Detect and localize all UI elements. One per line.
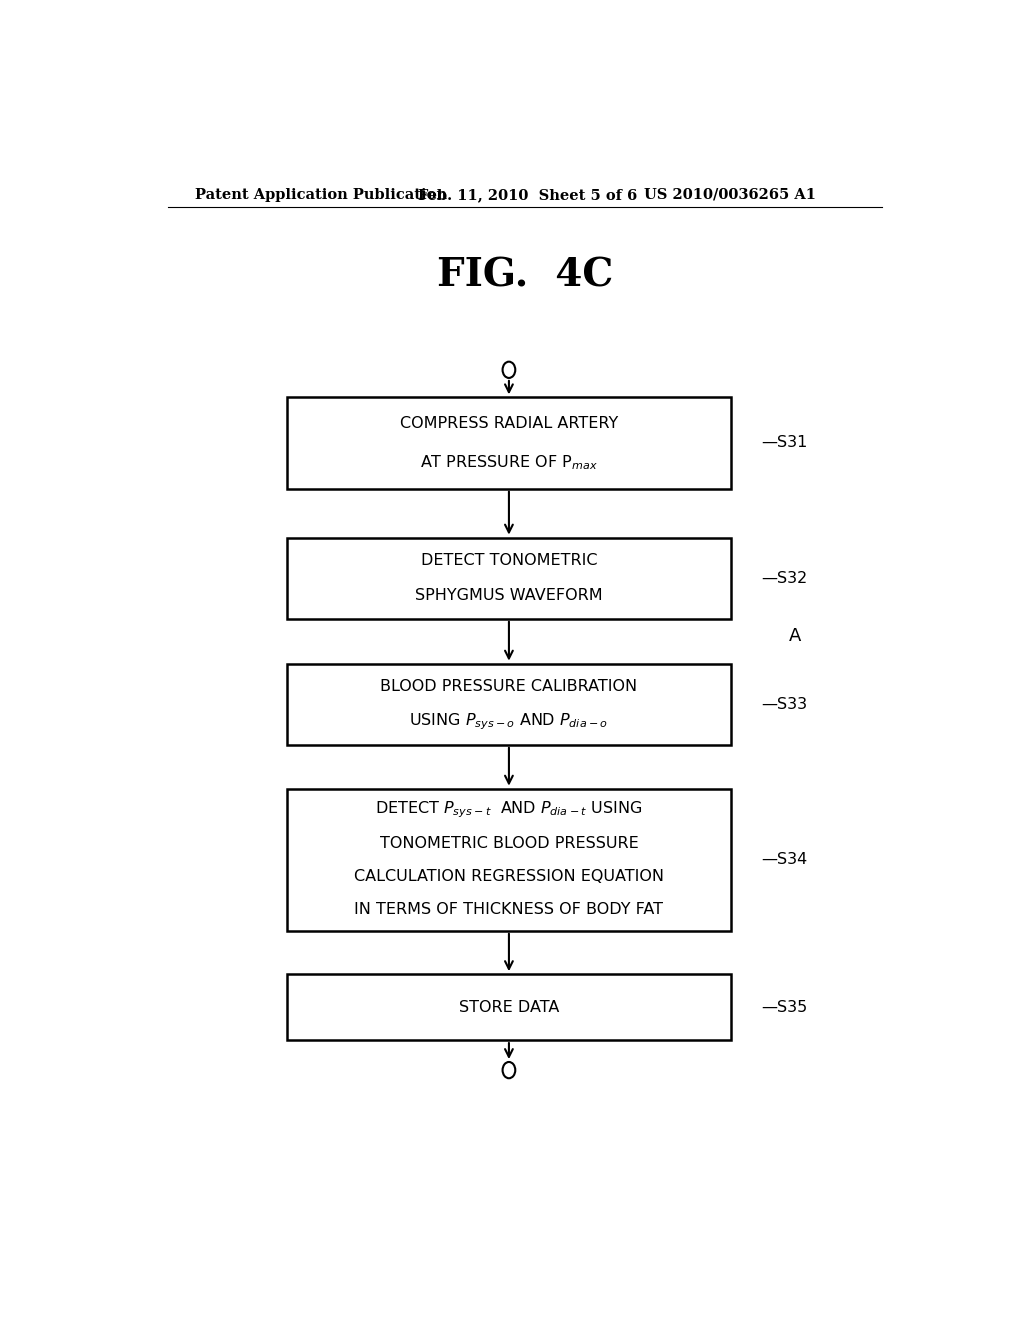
Text: USING $P_{sys-o}$ AND $P_{dia-o}$: USING $P_{sys-o}$ AND $P_{dia-o}$ bbox=[410, 711, 608, 733]
Text: DETECT $P_{sys-t}$  AND $P_{dia-t}$ USING: DETECT $P_{sys-t}$ AND $P_{dia-t}$ USING bbox=[376, 800, 642, 820]
Text: A: A bbox=[788, 627, 801, 645]
Bar bbox=[287, 537, 731, 619]
Text: STORE DATA: STORE DATA bbox=[459, 999, 559, 1015]
Text: —S32: —S32 bbox=[761, 570, 808, 586]
Text: COMPRESS RADIAL ARTERY: COMPRESS RADIAL ARTERY bbox=[399, 416, 618, 430]
Bar bbox=[287, 664, 731, 744]
Text: BLOOD PRESSURE CALIBRATION: BLOOD PRESSURE CALIBRATION bbox=[380, 678, 638, 694]
Text: —S34: —S34 bbox=[761, 853, 808, 867]
Text: FIG.  4C: FIG. 4C bbox=[436, 256, 613, 294]
Text: —S35: —S35 bbox=[761, 999, 808, 1015]
Bar bbox=[287, 397, 731, 488]
Text: CALCULATION REGRESSION EQUATION: CALCULATION REGRESSION EQUATION bbox=[354, 869, 664, 884]
Text: TONOMETRIC BLOOD PRESSURE: TONOMETRIC BLOOD PRESSURE bbox=[380, 836, 638, 850]
Text: SPHYGMUS WAVEFORM: SPHYGMUS WAVEFORM bbox=[415, 589, 603, 603]
Bar bbox=[287, 788, 731, 931]
Text: DETECT TONOMETRIC: DETECT TONOMETRIC bbox=[421, 553, 597, 568]
Text: Feb. 11, 2010  Sheet 5 of 6: Feb. 11, 2010 Sheet 5 of 6 bbox=[418, 187, 637, 202]
Text: —S33: —S33 bbox=[761, 697, 807, 711]
Text: —S31: —S31 bbox=[761, 436, 808, 450]
Text: AT PRESSURE OF P$_{max}$: AT PRESSURE OF P$_{max}$ bbox=[420, 454, 598, 473]
Text: IN TERMS OF THICKNESS OF BODY FAT: IN TERMS OF THICKNESS OF BODY FAT bbox=[354, 902, 664, 917]
Bar bbox=[287, 974, 731, 1040]
Text: Patent Application Publication: Patent Application Publication bbox=[196, 187, 447, 202]
Text: US 2010/0036265 A1: US 2010/0036265 A1 bbox=[644, 187, 816, 202]
